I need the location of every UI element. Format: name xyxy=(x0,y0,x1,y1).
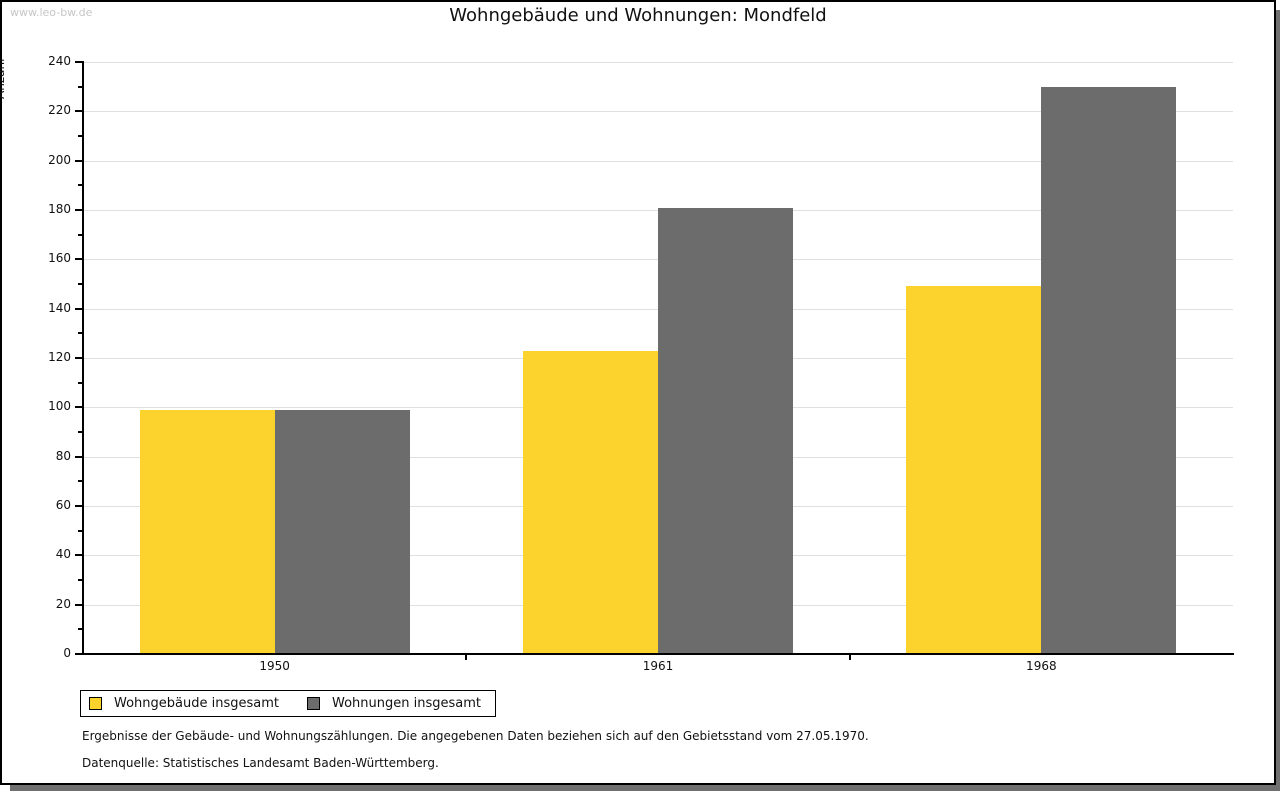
x-axis-line xyxy=(82,653,1234,655)
chart-title: Wohngebäude und Wohnungen: Mondfeld xyxy=(449,5,827,26)
bar-wohngebaeude-1961 xyxy=(523,350,658,654)
gridline xyxy=(83,111,1233,113)
y-minor-tick xyxy=(78,233,82,236)
y-major-tick xyxy=(75,505,82,507)
y-minor-tick xyxy=(78,431,82,433)
y-tick-label: 80 xyxy=(55,448,71,463)
y-tick-label: 140 xyxy=(48,300,71,315)
y-major-tick xyxy=(75,406,82,409)
y-major-tick xyxy=(75,653,82,655)
y-major-tick xyxy=(75,209,82,211)
gridline xyxy=(83,160,1233,162)
y-minor-tick xyxy=(78,85,82,88)
y-tick-label: 40 xyxy=(55,547,71,562)
y-tick-label: 160 xyxy=(48,251,71,266)
gridline xyxy=(83,62,1233,63)
y-tick-label: 20 xyxy=(55,596,71,611)
y-minor-tick xyxy=(78,283,82,285)
legend-label: Wohngebäude insgesamt xyxy=(114,696,279,711)
y-major-tick xyxy=(75,357,82,359)
y-tick-label: 200 xyxy=(48,152,71,167)
y-tick-label: 60 xyxy=(55,498,71,512)
y-minor-tick xyxy=(78,135,82,137)
y-major-tick xyxy=(75,603,82,606)
y-minor-tick xyxy=(78,381,82,384)
y-tick-label: 100 xyxy=(48,399,71,414)
x-boundary-tick xyxy=(848,654,851,660)
y-major-tick xyxy=(75,307,82,310)
watermark: www.leo-bw.de xyxy=(10,6,93,19)
legend-swatch-icon xyxy=(307,697,320,710)
bar-wohngebaeude-1968 xyxy=(906,286,1042,654)
y-tick-label: 0 xyxy=(63,646,71,660)
y-major-tick xyxy=(75,258,82,261)
y-major-tick xyxy=(75,61,82,63)
y-minor-tick xyxy=(78,529,82,532)
legend: Wohngebäude insgesamt Wohnungen insgesamt xyxy=(80,690,496,717)
legend-swatch-icon xyxy=(89,697,102,710)
x-tick-label-1968: 1968 xyxy=(1026,659,1057,673)
y-minor-tick xyxy=(78,628,82,631)
y-axis-line xyxy=(82,61,84,655)
y-major-tick xyxy=(75,110,82,113)
legend-item-wohngebaeude: Wohngebäude insgesamt xyxy=(89,696,279,711)
y-tick-label: 180 xyxy=(48,202,71,216)
y-tick-label: 240 xyxy=(48,54,71,68)
y-major-tick xyxy=(75,159,82,162)
y-minor-tick xyxy=(78,579,82,581)
legend-label: Wohnungen insgesamt xyxy=(332,696,481,711)
y-major-tick xyxy=(75,455,82,458)
y-major-tick xyxy=(75,554,82,557)
y-tick-label: 120 xyxy=(48,350,71,364)
legend-item-wohnungen: Wohnungen insgesamt xyxy=(307,696,481,711)
x-tick-label-1950: 1950 xyxy=(259,659,290,673)
x-tick-label-1961: 1961 xyxy=(642,659,674,673)
x-boundary-tick xyxy=(465,654,468,660)
bar-wohnungen-1968 xyxy=(1041,86,1177,654)
bar-wohnungen-1961 xyxy=(658,207,793,654)
footnote-note: Ergebnisse der Gebäude- und Wohnungszähl… xyxy=(82,729,869,743)
bar-wohnungen-1950 xyxy=(274,409,410,654)
y-minor-tick xyxy=(78,332,82,335)
y-tick-label: 220 xyxy=(48,103,71,118)
y-minor-tick xyxy=(78,184,82,187)
y-minor-tick xyxy=(78,480,82,483)
bar-wohngebaeude-1950 xyxy=(139,409,275,654)
footnote-datasource: Datenquelle: Statistisches Landesamt Bad… xyxy=(82,756,439,770)
